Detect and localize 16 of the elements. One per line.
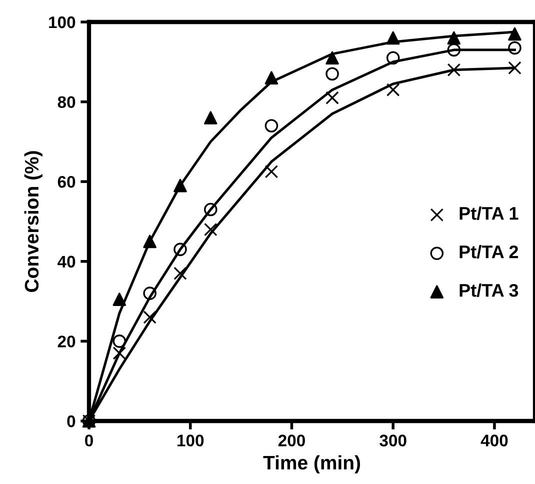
legend-label: Pt/TA 3 [460, 284, 518, 297]
y-tick-label: 40 [58, 256, 76, 268]
x-tick-label: 400 [480, 434, 508, 446]
x-tick-label: 200 [278, 434, 305, 446]
x-axis-title: Time (min) [263, 455, 360, 474]
x-tick-label: 100 [178, 434, 204, 446]
x-tick-label: 0 [85, 434, 93, 446]
y-tick-label: 80 [58, 96, 76, 108]
x-tick-label: 300 [380, 434, 406, 446]
y-tick-label: 0 [67, 415, 76, 428]
y-tick-label: 20 [58, 336, 76, 348]
legend-label: Pt/TA 1 [460, 206, 518, 220]
y-tick-label: 60 [58, 176, 76, 188]
y-tick-label: 100 [49, 16, 76, 28]
legend-label: Pt/TA 2 [460, 245, 518, 258]
y-axis-title: Conversion (%) [24, 151, 42, 292]
